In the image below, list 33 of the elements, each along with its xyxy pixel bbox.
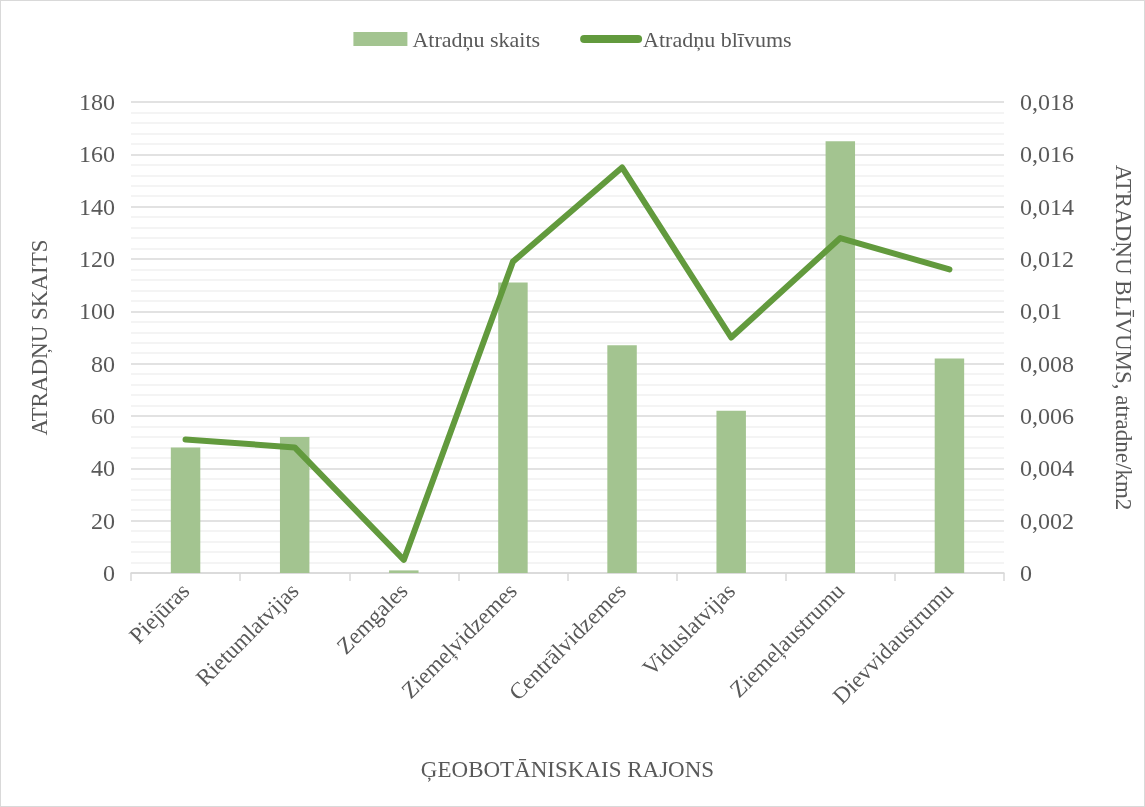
y2-tick-label: 0,004 bbox=[1020, 455, 1074, 482]
y2-tick-label: 0,012 bbox=[1020, 246, 1074, 272]
y2-axis-title: ATRADŅU BLĪVUMS, atradne/km2 bbox=[1110, 164, 1136, 511]
y-axis-title: ATRADŅU SKAITS bbox=[27, 239, 53, 436]
y-tick-label: 20 bbox=[91, 507, 115, 534]
x-axis-title: ĢEOBOTĀNISKAIS RAJONS bbox=[420, 757, 715, 782]
y-tick-label: 160 bbox=[79, 141, 115, 168]
y-tick-label: 0 bbox=[103, 560, 115, 586]
bar bbox=[279, 436, 310, 573]
y2-tick-label: 0,008 bbox=[1020, 350, 1074, 377]
y-tick-label: 120 bbox=[79, 246, 115, 272]
y-tick-label: 100 bbox=[79, 298, 115, 325]
bar bbox=[170, 447, 201, 573]
y-tick-label: 180 bbox=[79, 89, 115, 115]
bar bbox=[716, 410, 746, 573]
y2-tick-label: 0,01 bbox=[1020, 298, 1062, 325]
y2-tick-label: 0,014 bbox=[1020, 193, 1074, 220]
y-tick-label: 80 bbox=[91, 350, 115, 377]
bar bbox=[607, 345, 637, 573]
legend-label: Atradņu skaits bbox=[412, 26, 541, 52]
y2-tick-label: 0,016 bbox=[1020, 141, 1074, 168]
y2-tick-label: 0,018 bbox=[1020, 89, 1074, 115]
y-tick-label: 60 bbox=[91, 403, 115, 429]
bar bbox=[934, 358, 965, 573]
bar bbox=[825, 141, 856, 573]
bar bbox=[389, 570, 419, 573]
y2-tick-label: 0,002 bbox=[1020, 507, 1074, 534]
y-tick-label: 40 bbox=[91, 455, 115, 482]
y-tick-label: 140 bbox=[79, 193, 115, 220]
y2-tick-label: 0,006 bbox=[1020, 403, 1074, 429]
legend-label: Atradņu blīvums bbox=[643, 26, 792, 52]
y2-tick-label: 0 bbox=[1020, 560, 1032, 586]
bar bbox=[498, 282, 528, 573]
